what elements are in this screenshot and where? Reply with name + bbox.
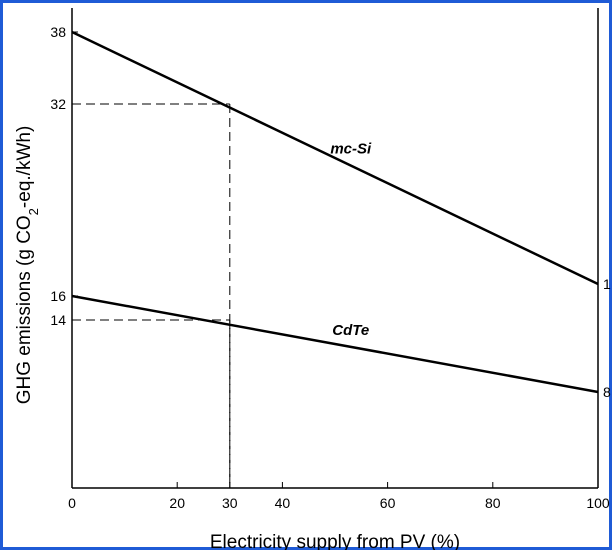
guide-lines <box>72 103 231 488</box>
series-line-cdte <box>71 294 599 394</box>
y-tick-label-32: 32 <box>50 96 66 112</box>
y-axis-title: GHG emissions (g CO2-eq./kWh) <box>14 126 41 405</box>
x-tick-label-80: 80 <box>485 495 501 511</box>
y-axis-title-main: GHG emissions (g CO <box>14 215 35 404</box>
series-labels: mc-Si 1 CdTe 8 <box>330 141 611 400</box>
y-axis-title-unit: -eq./kWh) <box>14 126 35 208</box>
x-tick-label-60: 60 <box>380 495 396 511</box>
series-lines <box>71 30 599 394</box>
series-end-label-mc-si: 1 <box>603 276 611 292</box>
y-tick-label-16: 16 <box>50 288 66 304</box>
axes <box>71 8 599 489</box>
y-axis-title-subscript: 2 <box>26 208 41 215</box>
tick-labels: 0 20 30 40 60 80 100 14 16 32 38 <box>50 24 609 511</box>
y-tick-label-14: 14 <box>50 312 66 328</box>
x-tick-label-20: 20 <box>169 495 185 511</box>
series-end-label-cdte: 8 <box>603 384 611 400</box>
series-label-mc-si: mc-Si <box>330 141 372 158</box>
series-line-mc-si <box>71 30 599 286</box>
x-tick-label-30: 30 <box>222 495 238 511</box>
series-label-cdte: CdTe <box>332 322 369 339</box>
x-tick-label-40: 40 <box>275 495 291 511</box>
y-tick-label-38: 38 <box>50 24 66 40</box>
x-tick-label-0: 0 <box>68 495 76 511</box>
x-tick-label-100: 100 <box>586 495 610 511</box>
x-axis-title: Electricity supply from PV (%) <box>210 532 460 550</box>
